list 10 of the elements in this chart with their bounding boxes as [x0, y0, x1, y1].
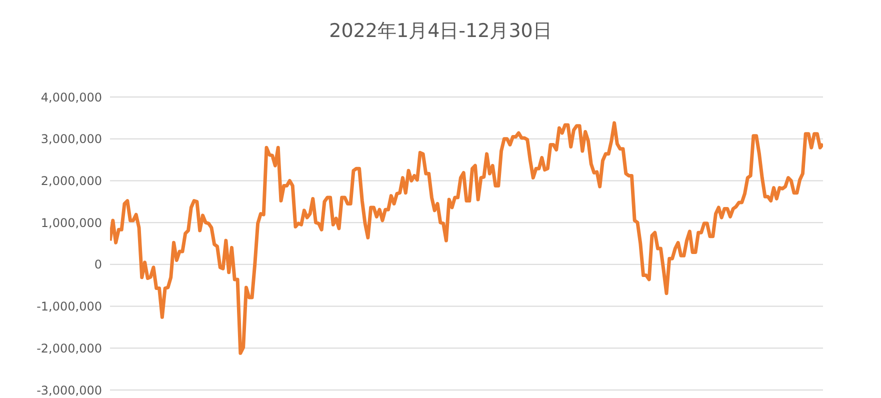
y-tick-label: -2,000,000 — [36, 341, 102, 356]
y-tick-label: 2,000,000 — [40, 174, 102, 188]
chart-title: 2022年1月4日-12月30日 — [328, 19, 553, 44]
y-tick-label: -3,000,000 — [36, 383, 102, 398]
y-tick-label: 3,000,000 — [40, 132, 102, 146]
y-tick-label: 0 — [94, 258, 102, 272]
y-tick-label: 4,000,000 — [40, 90, 102, 104]
y-tick-label: 1,000,000 — [40, 216, 102, 230]
line-series — [110, 121, 823, 355]
y-tick-label: -1,000,000 — [36, 300, 102, 314]
